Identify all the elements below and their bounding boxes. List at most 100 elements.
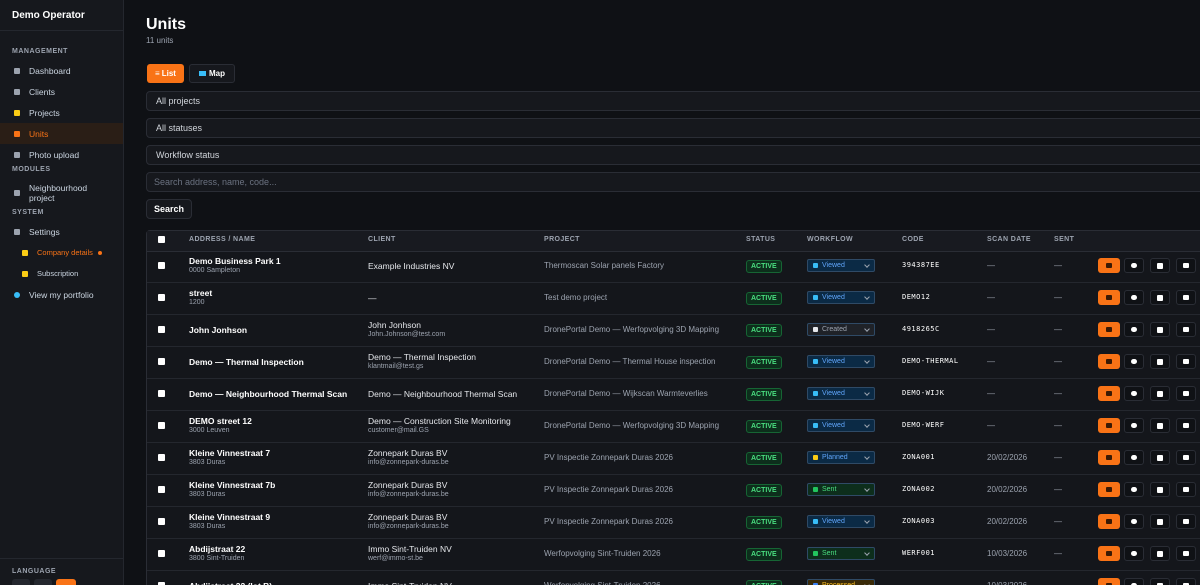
action-button[interactable]: [1176, 514, 1196, 529]
checkbox[interactable]: [158, 486, 165, 493]
status-filter[interactable]: All statuses: [146, 118, 1200, 138]
chevron: [864, 485, 870, 492]
action-button[interactable]: [1124, 450, 1144, 465]
action-button[interactable]: [1150, 322, 1170, 337]
action-button[interactable]: [1098, 386, 1120, 401]
action-button[interactable]: [1150, 354, 1170, 369]
checkbox[interactable]: [158, 358, 165, 365]
workflow-select[interactable]: Created: [807, 323, 875, 336]
scan-date: —: [987, 261, 995, 270]
list-button[interactable]: ≡ List: [147, 64, 184, 83]
action-button[interactable]: [1150, 578, 1170, 585]
workflow-select[interactable]: Planned: [807, 451, 875, 464]
nav-item[interactable]: Subscription: [37, 268, 79, 278]
action-button[interactable]: [1098, 546, 1120, 561]
workflow-select[interactable]: Viewed: [807, 419, 875, 432]
client: Demo — Neighbourhood Thermal Scan: [368, 389, 518, 399]
workflow-label: Viewed: [822, 422, 845, 429]
workflow-select[interactable]: Viewed: [807, 515, 875, 528]
action-button[interactable]: [1098, 578, 1120, 585]
checkbox[interactable]: [158, 550, 165, 557]
action-button[interactable]: [1124, 386, 1144, 401]
nav-item[interactable]: Units: [29, 128, 49, 139]
action-button[interactable]: [1124, 514, 1144, 529]
scan-date: 20/02/2026: [987, 485, 1028, 494]
workflow-select[interactable]: Viewed: [807, 259, 875, 272]
checkbox[interactable]: [158, 294, 165, 301]
action-button[interactable]: [1098, 354, 1120, 369]
nav-item[interactable]: Clients: [29, 86, 55, 97]
action-button[interactable]: [1150, 386, 1170, 401]
language-button[interactable]: [34, 579, 52, 585]
workflow-select[interactable]: Processed: [807, 579, 875, 585]
action-button[interactable]: [1150, 290, 1170, 305]
workflow-select[interactable]: Viewed: [807, 291, 875, 304]
workflow-icon: [813, 519, 818, 524]
address: Demo — Neighbourhood Thermal Scan: [189, 389, 348, 399]
language-button[interactable]: [12, 579, 30, 585]
workflow-select[interactable]: Sent: [807, 547, 875, 560]
workflow-select[interactable]: Viewed: [807, 355, 875, 368]
action-button[interactable]: [1098, 482, 1120, 497]
action-button[interactable]: [1098, 450, 1120, 465]
action-icon: [1183, 551, 1189, 556]
action-button[interactable]: [1176, 258, 1196, 273]
action-button[interactable]: [1176, 450, 1196, 465]
search-button[interactable]: Search: [146, 199, 192, 219]
checkbox[interactable]: [158, 390, 165, 397]
action-button[interactable]: [1098, 258, 1120, 273]
action-button[interactable]: [1098, 514, 1120, 529]
action-button[interactable]: [1176, 322, 1196, 337]
checkbox[interactable]: [158, 326, 165, 333]
action-button[interactable]: [1176, 418, 1196, 433]
language-button[interactable]: [56, 579, 76, 585]
action-button[interactable]: [1176, 546, 1196, 561]
code: 4918265C: [902, 325, 940, 333]
action-button[interactable]: [1176, 578, 1196, 585]
action-button[interactable]: [1176, 290, 1196, 305]
action-button[interactable]: [1124, 578, 1144, 585]
workflow-filter[interactable]: Workflow status: [146, 145, 1200, 165]
nav-item[interactable]: View my portfolio: [29, 289, 94, 300]
action-button[interactable]: [1150, 450, 1170, 465]
action-button[interactable]: [1124, 482, 1144, 497]
action-button[interactable]: [1150, 514, 1170, 529]
checkbox[interactable]: [158, 582, 165, 585]
workflow-icon: [813, 391, 818, 396]
action-icon: [1157, 582, 1163, 585]
workflow-select[interactable]: Sent: [807, 483, 875, 496]
action-button[interactable]: [1176, 482, 1196, 497]
action-icon: [1157, 422, 1163, 429]
action-button[interactable]: [1098, 418, 1120, 433]
map-button[interactable]: Map: [189, 64, 235, 83]
nav-item[interactable]: Settings: [29, 226, 60, 237]
nav-item[interactable]: Dashboard: [29, 65, 71, 76]
action-button[interactable]: [1124, 258, 1144, 273]
action-button[interactable]: [1150, 258, 1170, 273]
checkbox[interactable]: [158, 518, 165, 525]
action-button[interactable]: [1176, 386, 1196, 401]
project-filter[interactable]: All projects: [146, 91, 1200, 111]
action-button[interactable]: [1098, 290, 1120, 305]
workflow-select[interactable]: Viewed: [807, 387, 875, 400]
action-button[interactable]: [1124, 290, 1144, 305]
nav-item[interactable]: Company details: [37, 247, 93, 257]
action-button[interactable]: [1150, 418, 1170, 433]
action-button[interactable]: [1124, 322, 1144, 337]
action-button[interactable]: [1150, 546, 1170, 561]
checkbox[interactable]: [158, 236, 165, 243]
action-button[interactable]: [1098, 322, 1120, 337]
nav-item[interactable]: Projects: [29, 107, 60, 118]
search-input[interactable]: Search address, name, code...: [146, 172, 1200, 192]
action-button[interactable]: [1124, 418, 1144, 433]
checkbox[interactable]: [158, 454, 165, 461]
action-button[interactable]: [1176, 354, 1196, 369]
checkbox[interactable]: [158, 422, 165, 429]
sent: —: [1054, 485, 1062, 494]
nav-item[interactable]: Neighbourhood project: [29, 183, 88, 203]
action-button[interactable]: [1124, 354, 1144, 369]
action-button[interactable]: [1150, 482, 1170, 497]
checkbox[interactable]: [158, 262, 165, 269]
nav-item[interactable]: Photo upload: [29, 149, 80, 160]
action-button[interactable]: [1124, 546, 1144, 561]
